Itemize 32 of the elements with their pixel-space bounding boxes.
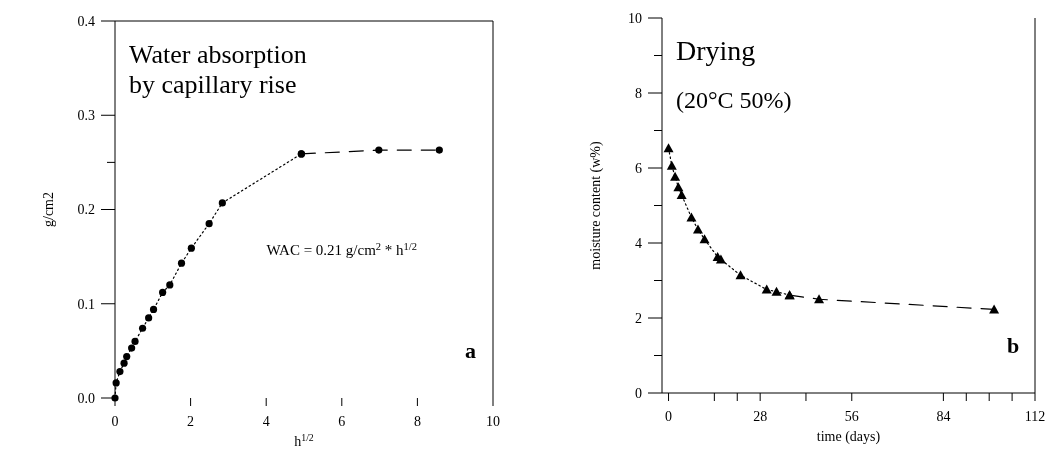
x-tick-label: 6 [338,414,346,429]
x-tick-label: 2 [187,414,195,429]
y-tick-label: 4 [635,235,642,251]
annotation: a [465,338,476,363]
x-tick-label: 56 [844,409,859,424]
x-axis-title: h$^{1/2}$ [294,431,314,449]
x-tick-label: 4 [262,414,270,429]
y-tick-label: 0.1 [77,296,95,312]
y-tick-label: 10 [628,10,642,26]
y-tick-label: 0.0 [77,390,95,406]
y-tick-label: 0.3 [77,108,95,124]
annotation: WAC = 0.21 g/cm$^{2}$ * h$^{1/2}$ [266,240,418,258]
x-tick-label: 0 [111,414,119,429]
text: Water absorption by capillary rise [129,40,307,99]
x-tick-label: 10 [486,414,500,429]
y-tick-label: 6 [635,160,642,176]
x-tick-label: 112 [1024,409,1046,424]
annotation: b [1007,333,1020,358]
y-tick-label: 2 [635,310,642,326]
x-tick-label: 0 [665,409,673,424]
text: Drying [676,35,756,66]
x-tick-label: 84 [936,409,951,424]
y-tick-label: 0 [635,385,642,401]
x-tick-label: 28 [753,409,768,424]
text: (20°C 50%) [676,87,792,113]
y-axis-title: g/cm2 [41,192,56,227]
y-tick-label: 0.4 [77,13,95,29]
y-axis-title: moisture content (w%) [588,141,604,270]
y-tick-label: 8 [635,85,642,101]
x-axis-title: time (days) [816,429,881,445]
y-tick-label: 0.2 [77,202,95,218]
x-tick-label: 8 [413,414,421,429]
